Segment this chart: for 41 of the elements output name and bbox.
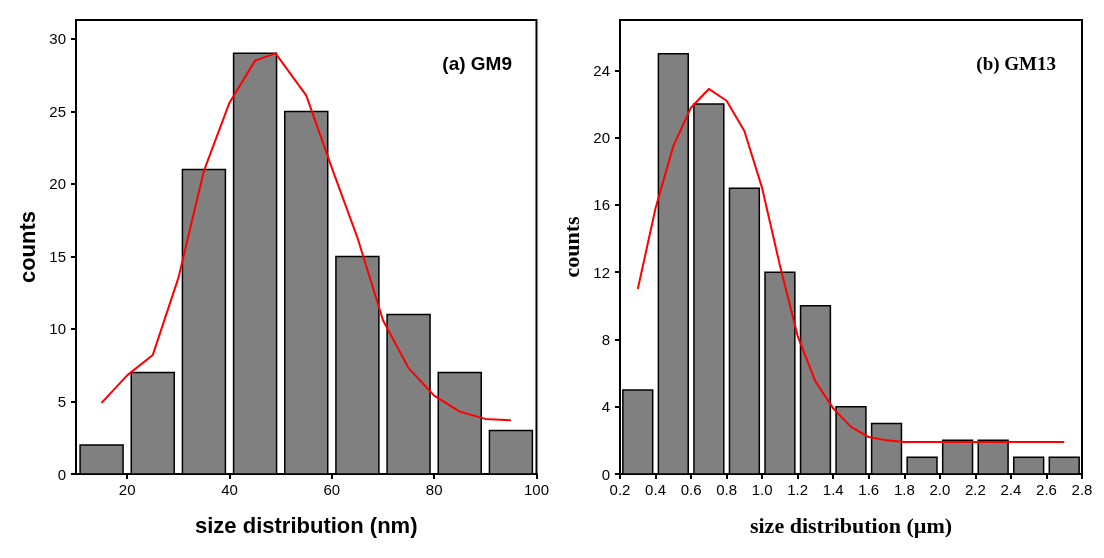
x-axis-title: size distribution (nm) xyxy=(195,512,418,538)
y-tick-label: 0 xyxy=(57,465,66,483)
x-tick-label: 0.6 xyxy=(680,481,702,498)
y-tick-label: 10 xyxy=(49,320,66,338)
line-series xyxy=(636,87,1066,444)
x-tick-label: 60 xyxy=(323,481,341,498)
y-tick-label: 4 xyxy=(601,398,610,416)
y-tick-label: 30 xyxy=(49,30,66,48)
x-tick-label: 2.8 xyxy=(1071,481,1093,498)
x-tick-label: 2.6 xyxy=(1036,481,1057,498)
y-tick-label: 24 xyxy=(593,61,610,79)
x-tick-label: 0.2 xyxy=(609,481,631,498)
x-tick-label: 2.2 xyxy=(964,481,986,498)
y-tick-label: 20 xyxy=(49,175,66,193)
y-tick-label: 15 xyxy=(49,247,66,265)
annotation: (b) GM13 xyxy=(976,53,1056,75)
y-axis-title: counts xyxy=(558,216,584,278)
x-tick-label: 20 xyxy=(118,481,136,498)
x-tick-label: 2.0 xyxy=(929,481,951,498)
x-tick-label: 80 xyxy=(425,481,443,498)
x-tick-label: 1.6 xyxy=(858,481,880,498)
x-tick-label: 1.8 xyxy=(893,481,915,498)
x-tick-label: 1.2 xyxy=(787,481,809,498)
y-tick-label: 5 xyxy=(57,392,66,410)
y-tick-label: 8 xyxy=(601,330,610,348)
x-tick-label: 1.4 xyxy=(822,481,844,498)
x-axis-title: size distribution (µm) xyxy=(749,512,953,538)
y-tick-label: 0 xyxy=(601,465,610,483)
x-tick-label: 2.4 xyxy=(1000,481,1022,498)
y-axis-title: counts xyxy=(14,210,40,284)
y-tick-label: 16 xyxy=(593,196,610,214)
x-tick-label: 40 xyxy=(221,481,238,498)
line-series xyxy=(100,52,512,422)
x-tick-label: 0.8 xyxy=(716,481,738,498)
x-tick-label: 1.0 xyxy=(751,481,773,498)
y-tick-label: 12 xyxy=(593,263,610,281)
x-tick-label: 100 xyxy=(523,481,549,498)
y-tick-label: 25 xyxy=(49,102,66,120)
annotation: (a) GM9 xyxy=(442,53,513,74)
y-tick-label: 20 xyxy=(593,129,610,147)
x-tick-label: 0.4 xyxy=(645,481,666,498)
